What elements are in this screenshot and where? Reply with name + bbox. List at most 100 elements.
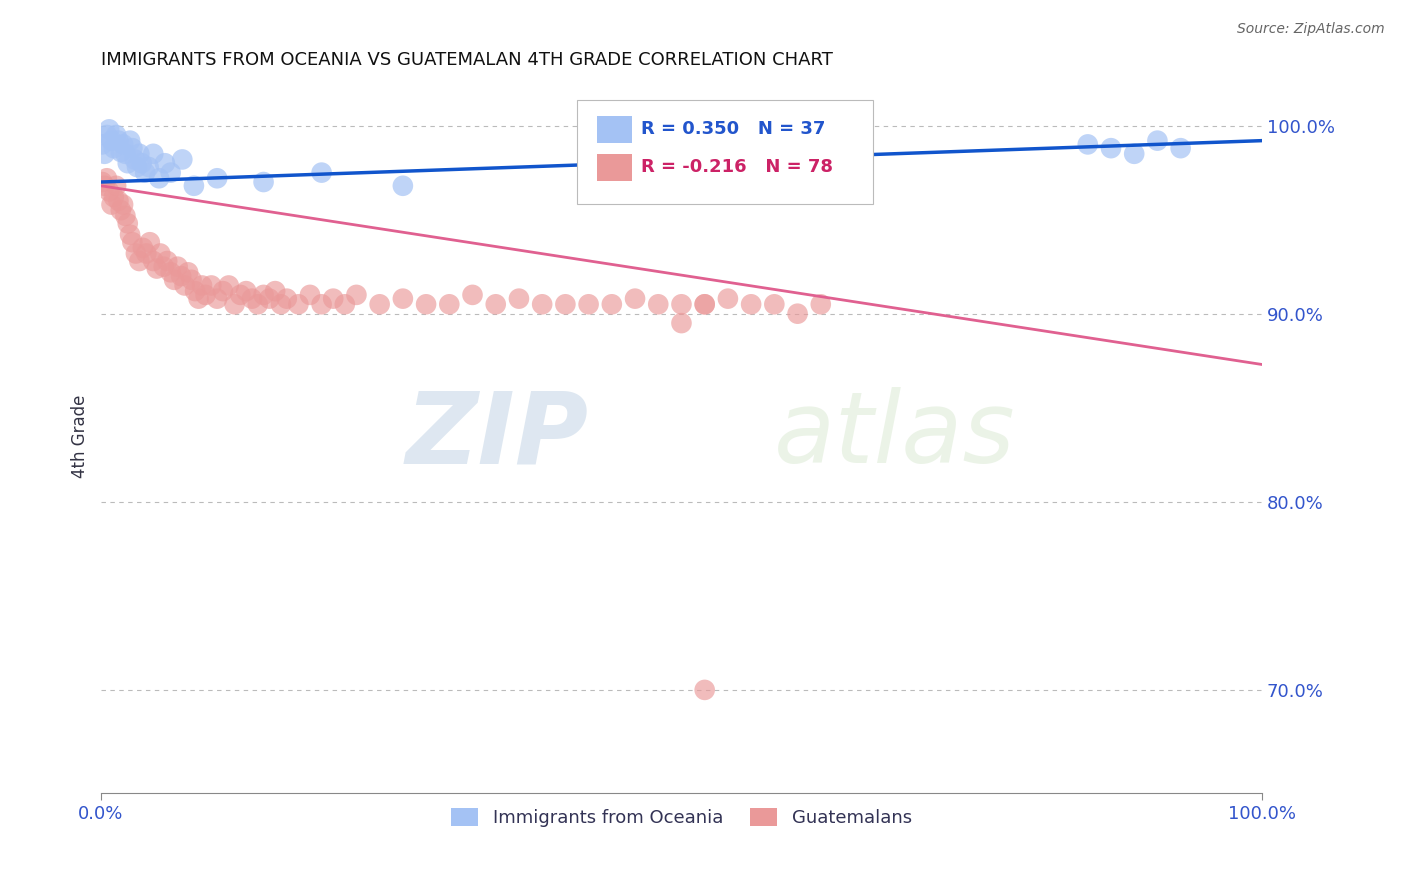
Point (117, 216, 139, 230)
Point (117, 156, 139, 170)
Point (103, 141, 125, 155)
Point (170, 268, 193, 283)
FancyBboxPatch shape (596, 116, 631, 143)
Point (461, 288, 484, 302)
Point (1146, 134, 1168, 148)
Point (177, 265, 200, 279)
Point (810, 297, 832, 311)
Point (134, 166, 156, 180)
Point (264, 284, 287, 298)
Point (600, 297, 623, 311)
Point (148, 171, 170, 186)
Point (439, 297, 461, 311)
Point (235, 284, 257, 298)
Point (671, 316, 693, 330)
Point (184, 284, 207, 298)
Point (624, 292, 647, 306)
Point (131, 156, 153, 170)
Text: Source: ZipAtlas.com: Source: ZipAtlas.com (1237, 22, 1385, 37)
Point (166, 260, 188, 274)
Point (270, 297, 292, 311)
Text: atlas: atlas (775, 387, 1017, 484)
Point (121, 141, 143, 155)
Point (740, 297, 762, 311)
Point (125, 246, 148, 260)
Point (763, 297, 786, 311)
Point (96, 171, 118, 186)
Legend: Immigrants from Oceania, Guatemalans: Immigrants from Oceania, Guatemalans (444, 800, 920, 834)
Point (212, 284, 235, 298)
Point (120, 227, 142, 242)
Point (322, 292, 344, 306)
Point (112, 197, 135, 211)
Point (100, 197, 122, 211)
Point (229, 288, 252, 302)
Point (333, 297, 356, 311)
Point (107, 134, 129, 148)
Point (647, 297, 669, 311)
Text: R = 0.350   N = 37: R = 0.350 N = 37 (641, 120, 825, 138)
Point (1123, 146, 1146, 161)
Point (298, 288, 321, 302)
Point (252, 288, 274, 302)
Point (98, 122, 121, 136)
Point (311, 166, 333, 180)
Point (120, 134, 142, 148)
Point (114, 146, 136, 161)
Point (105, 128, 128, 142)
Point (142, 254, 165, 268)
Point (200, 278, 222, 293)
Point (105, 178, 128, 193)
Point (392, 178, 415, 193)
Point (152, 260, 174, 274)
Point (110, 203, 132, 218)
Point (485, 297, 508, 311)
Point (98, 185, 121, 199)
Point (187, 292, 209, 306)
Point (93, 178, 115, 193)
Point (205, 292, 228, 306)
Text: R = -0.216   N = 78: R = -0.216 N = 78 (641, 158, 832, 177)
Point (124, 153, 146, 167)
Point (132, 241, 155, 255)
Point (91, 137, 114, 152)
Point (252, 175, 274, 189)
Point (159, 265, 181, 279)
Point (138, 160, 160, 174)
Point (93, 146, 115, 161)
Point (786, 307, 808, 321)
Point (311, 297, 333, 311)
Point (346, 288, 368, 302)
Point (218, 278, 240, 293)
Point (153, 156, 176, 170)
Point (114, 209, 136, 223)
Point (183, 178, 205, 193)
Point (159, 166, 181, 180)
Point (194, 288, 217, 302)
Point (717, 292, 740, 306)
Point (173, 278, 195, 293)
Point (145, 261, 167, 276)
Point (693, 297, 716, 311)
Point (392, 292, 415, 306)
Point (100, 134, 122, 148)
Point (91, 175, 114, 189)
Point (163, 273, 186, 287)
Point (135, 246, 157, 260)
Point (693, 297, 716, 311)
Point (276, 292, 298, 306)
Point (693, 682, 716, 697)
Point (128, 254, 150, 268)
Y-axis label: 4th Grade: 4th Grade (72, 394, 89, 477)
Text: ZIP: ZIP (405, 387, 589, 484)
Point (121, 235, 143, 250)
Point (96, 128, 118, 142)
Point (508, 292, 530, 306)
Point (1077, 137, 1099, 152)
Point (180, 273, 202, 287)
Point (1170, 141, 1192, 155)
Point (156, 254, 179, 268)
Point (531, 297, 554, 311)
FancyBboxPatch shape (576, 100, 873, 203)
Point (128, 146, 150, 161)
